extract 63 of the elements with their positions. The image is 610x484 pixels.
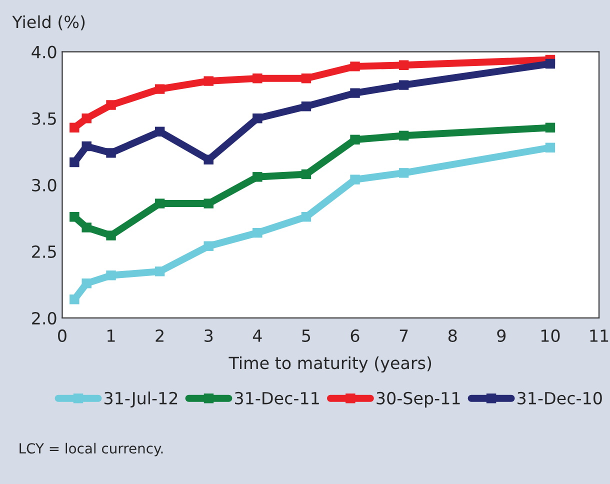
y-tick-label: 4.0 [32,46,56,58]
legend-label: 30-Sep-11 [376,392,460,408]
x-tick-label: 1 [108,330,115,342]
point [106,270,116,280]
y-tick-label: 2.0 [32,312,56,325]
point [154,198,165,208]
point [70,294,80,304]
point [252,74,262,84]
point [106,100,116,110]
point [545,142,556,152]
point [154,126,165,137]
point [301,102,312,112]
point [350,88,360,98]
point [301,212,312,222]
point [154,84,165,94]
point [545,58,556,69]
point [70,212,80,222]
point [350,174,360,184]
x-tick-label: 11 [590,330,608,342]
x-tick-label: 8 [448,329,457,342]
point [350,62,360,72]
point [70,122,80,133]
point [204,241,214,251]
point [82,222,92,232]
point [106,230,116,240]
point [301,169,312,180]
x-axis-title: Time to maturity (years) [228,356,432,372]
point [204,154,214,164]
point [398,80,409,90]
point [204,198,214,208]
x-tick-label: 5 [302,330,310,342]
text: LCY = local currency. [20,442,163,456]
point [154,266,165,276]
point [204,76,214,86]
y-tick-label: 3.0 [32,178,56,192]
point [545,122,556,133]
legend-label: 31-Dec-11 [235,392,319,404]
x-tick-label: 7 [400,330,408,342]
x-tick-label: 3 [204,329,213,342]
x-tick-label: 4 [252,330,262,342]
x-tick-label: 9 [497,329,506,342]
point [82,278,92,288]
point [252,172,262,182]
point [106,148,116,158]
point [398,168,409,178]
x-tick-label: 2 [156,329,164,342]
y-axis-title: Yield (%) [12,15,85,30]
y-tick-label: 2.5 [32,245,56,258]
x-tick-label: 0 [58,329,66,342]
y-tick-label: 3.5 [32,112,56,125]
legend-label: 31-Jul-12 [104,392,178,408]
point [350,134,360,144]
point [252,228,262,238]
point [70,157,80,168]
point [82,113,92,124]
point [301,74,312,84]
point [398,130,409,140]
point [82,141,92,152]
legend-label: 31-Dec-10 [518,392,602,404]
x-tick-label: 6 [350,329,360,342]
x-tick-label: 10 [541,329,560,342]
point [398,60,409,70]
point [252,113,262,124]
